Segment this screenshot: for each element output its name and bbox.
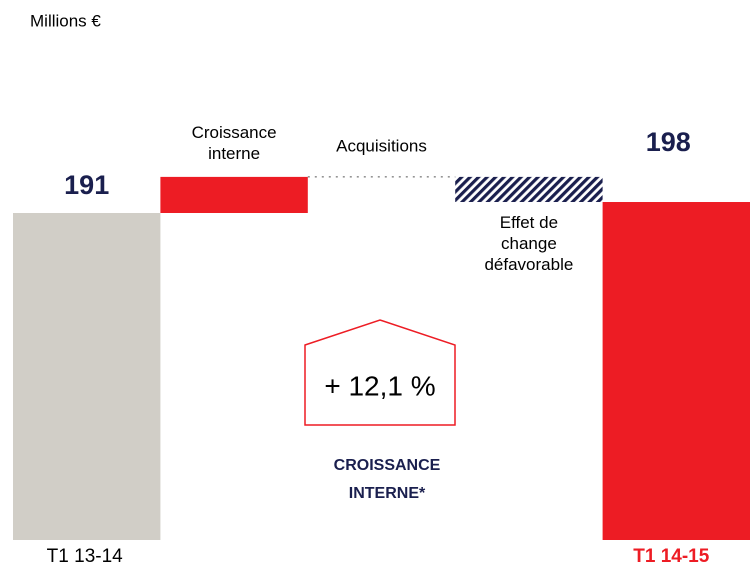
bar bbox=[160, 176, 308, 213]
bar bbox=[455, 176, 603, 203]
value-label: 198 bbox=[646, 127, 691, 157]
value-label: 191 bbox=[64, 170, 109, 200]
category-label: Effet de change défavorable bbox=[484, 213, 573, 274]
x-tick-label: T1 14-15 bbox=[633, 546, 709, 567]
x-tick-label: T1 13-14 bbox=[47, 546, 123, 567]
callout-shape bbox=[304, 319, 456, 426]
annotation: + 12,1 % bbox=[324, 370, 435, 401]
unit-label: Millions € bbox=[30, 11, 101, 30]
annotation-caption: CROISSANCE INTERNE* bbox=[334, 457, 441, 502]
bar bbox=[602, 202, 750, 540]
category-label: Acquisitions bbox=[336, 136, 427, 155]
bar bbox=[13, 213, 161, 540]
category-label: Croissance interne bbox=[192, 123, 277, 163]
